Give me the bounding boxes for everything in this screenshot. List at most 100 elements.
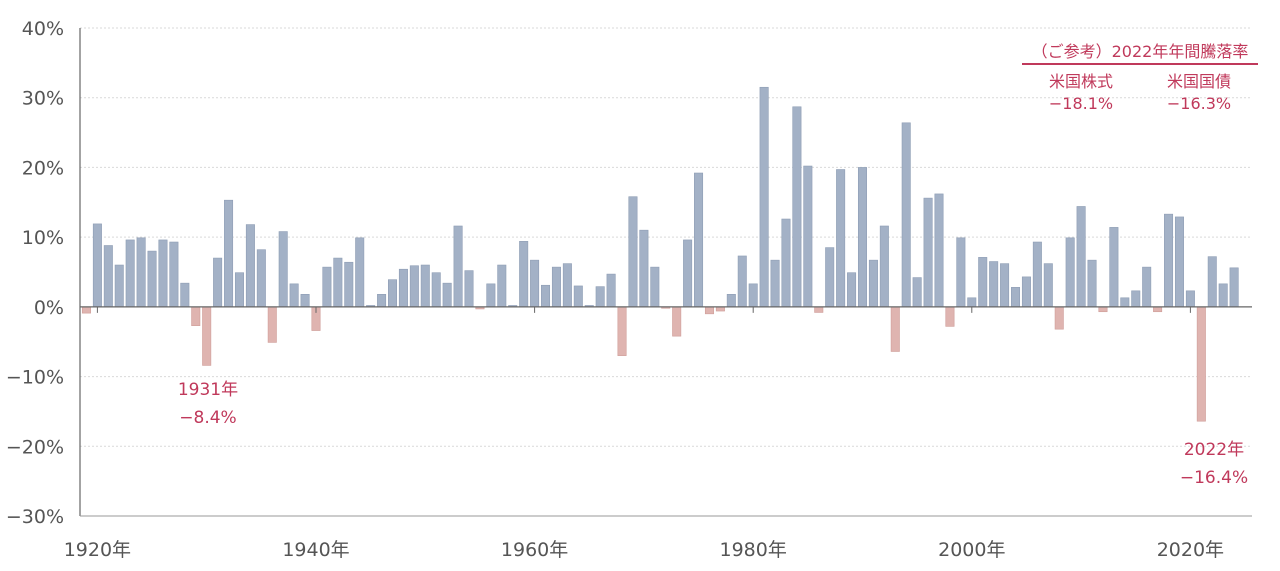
- bar-1982: [770, 259, 780, 308]
- reference-bonds-label: 米国国債: [1166, 72, 1231, 91]
- reference-stocks-label: 米国株式: [1048, 72, 1113, 91]
- bar-2015: [1131, 290, 1141, 308]
- bar-1950: [420, 264, 430, 308]
- bar-2021: [1196, 306, 1206, 422]
- bar-1994: [901, 122, 911, 308]
- bar-2004: [1011, 287, 1021, 308]
- bar-2001: [978, 257, 988, 308]
- bar-2002: [989, 261, 999, 308]
- x-tick-label: 1920年: [64, 539, 131, 561]
- bar-1919: [81, 306, 91, 314]
- bar-1931: [213, 257, 223, 308]
- bar-1959: [519, 241, 529, 308]
- y-tick-label: −10%: [6, 367, 64, 389]
- tick-labels: 40% 30% 20% 10% 0% −10% −20% −30%1920年 1940年 1960…: [6, 18, 1224, 561]
- bar-1987: [825, 247, 835, 308]
- bar-2017: [1153, 306, 1163, 313]
- bar-1932: [224, 199, 234, 308]
- grid-lines: [80, 27, 1252, 447]
- bar-1953: [453, 225, 463, 308]
- bar-1979: [737, 255, 747, 308]
- bar-1952: [442, 282, 452, 308]
- bar-1926: [158, 239, 168, 308]
- annotation-2022-year: 2022年: [1184, 440, 1244, 460]
- bar-1960: [530, 259, 540, 308]
- bar-2011: [1087, 259, 1097, 308]
- annotation-2022-value: −16.4%: [1180, 468, 1248, 488]
- x-tick-label: 1980年: [720, 539, 787, 561]
- bar-1951: [431, 272, 441, 308]
- bar-1983: [781, 218, 791, 308]
- bar-1963: [562, 263, 572, 308]
- bar-1922: [114, 264, 124, 308]
- bar-1992: [879, 225, 889, 308]
- bar-1975: [694, 172, 704, 308]
- bar-1930: [202, 306, 212, 366]
- bar-1942: [333, 257, 343, 308]
- bar-1937: [278, 231, 288, 308]
- bar-1925: [147, 250, 157, 308]
- bar-1957: [497, 264, 507, 308]
- x-tick-label: 2000年: [938, 539, 1005, 561]
- bar-2012: [1098, 306, 1108, 313]
- bar-1996: [923, 197, 933, 308]
- bar-1934: [245, 224, 255, 308]
- bar-1928: [180, 282, 190, 308]
- bar-2010: [1076, 206, 1086, 308]
- bar-1923: [125, 239, 135, 308]
- bar-1985: [803, 165, 813, 308]
- x-tick-label: 1940年: [282, 539, 349, 561]
- bar-1984: [792, 106, 802, 308]
- bars: [81, 86, 1239, 422]
- bar-1977: [715, 306, 725, 312]
- bar-1924: [136, 237, 146, 308]
- bar-2013: [1109, 227, 1119, 308]
- bar-1993: [890, 306, 900, 352]
- axes: [79, 28, 1252, 517]
- bar-2024: [1229, 267, 1239, 308]
- reference-stocks: 米国株式 −18.1%: [1049, 71, 1113, 115]
- bar-1941: [322, 266, 332, 308]
- bar-1966: [595, 286, 605, 308]
- bar-1962: [551, 266, 561, 308]
- reference-title: （ご参考）2022年年間騰落率: [1022, 42, 1258, 65]
- y-tick-label: 10%: [22, 227, 64, 249]
- bar-1929: [191, 306, 201, 326]
- bar-1967: [606, 273, 616, 308]
- bar-1964: [573, 285, 583, 308]
- bar-1997: [934, 193, 944, 308]
- reference-bonds: 米国国債 −16.3%: [1167, 71, 1231, 115]
- bar-1944: [355, 237, 365, 308]
- y-tick-label: 30%: [22, 88, 64, 110]
- bar-1921: [103, 245, 113, 308]
- bar-1939: [300, 294, 310, 308]
- bar-2014: [1120, 297, 1130, 308]
- bar-1927: [169, 241, 179, 308]
- y-tick-label: 0%: [34, 297, 64, 319]
- bar-1954: [464, 270, 474, 308]
- bar-1973: [672, 306, 682, 337]
- bar-1956: [486, 283, 496, 308]
- bar-2008: [1054, 306, 1064, 330]
- y-tick-label: 20%: [22, 157, 64, 179]
- bar-1936: [267, 306, 277, 343]
- bar-1968: [617, 306, 627, 356]
- bar-2007: [1043, 263, 1053, 308]
- annotations: 1931年 −8.4% 2022年 −16.4%: [178, 380, 1248, 488]
- bar-1981: [759, 86, 769, 308]
- bar-1998: [945, 306, 955, 327]
- bar-1988: [836, 169, 846, 308]
- bar-1989: [847, 272, 857, 308]
- bar-1969: [628, 196, 638, 308]
- reference-stocks-value: −18.1%: [1048, 94, 1114, 113]
- bar-1990: [857, 167, 867, 308]
- bar-2005: [1021, 276, 1031, 308]
- bar-1991: [868, 259, 878, 308]
- bar-2016: [1142, 266, 1152, 308]
- x-tick-label: 1960年: [501, 539, 568, 561]
- bar-1976: [704, 306, 714, 315]
- bar-2003: [1000, 263, 1010, 308]
- bar-1961: [541, 284, 551, 308]
- bar-1948: [398, 268, 408, 308]
